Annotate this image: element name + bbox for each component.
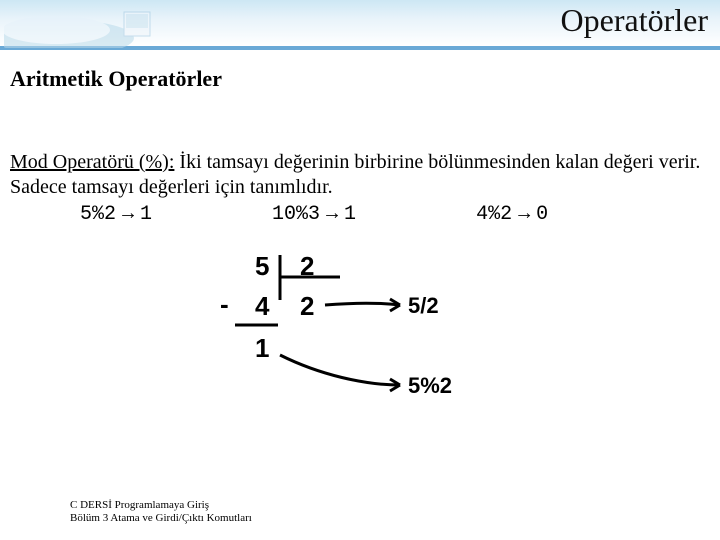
product-under: 4 (255, 291, 270, 321)
example-rhs: 1 (140, 203, 152, 226)
example-3: 4%2 → 0 (476, 202, 548, 226)
remainder: 1 (255, 333, 269, 363)
slide: Operatörler Aritmetik Operatörler Mod Op… (0, 0, 720, 540)
footer-line-2: Bölüm 3 Atama ve Girdi/Çıktı Komutları (70, 512, 252, 526)
section-subtitle: Aritmetik Operatörler (10, 66, 222, 92)
quotient-label: 5/2 (408, 293, 439, 318)
example-2: 10%3 → 1 (272, 202, 356, 226)
long-division-diagram: 5 2 - 4 1 2 5/2 5%2 (190, 245, 530, 420)
example-1: 5%2 → 1 (80, 202, 152, 226)
example-rhs: 0 (536, 203, 548, 226)
header-decorative-graphic (4, 4, 204, 48)
dividend: 5 (255, 251, 269, 281)
example-rhs: 1 (344, 203, 356, 226)
arrow-icon: → (118, 202, 138, 225)
example-lhs: 4%2 (476, 203, 512, 226)
quotient: 2 (300, 291, 314, 321)
example-lhs: 5%2 (80, 203, 116, 226)
page-title: Operatörler (561, 2, 708, 39)
term-heading: Mod Operatörü (%): (10, 151, 174, 173)
remainder-label: 5%2 (408, 373, 452, 398)
arrow-icon: → (514, 202, 534, 225)
body-paragraph: Mod Operatörü (%): İki tamsayı değerinin… (10, 150, 706, 200)
footer: C DERSİ Programlamaya Giriş Bölüm 3 Atam… (70, 499, 252, 527)
footer-line-1: C DERSİ Programlamaya Giriş (70, 499, 252, 513)
minus-sign: - (220, 289, 229, 319)
examples-row: 5%2 → 1 10%3 → 1 4%2 → 0 (10, 202, 706, 226)
arrow-icon: → (322, 202, 342, 225)
example-lhs: 10%3 (272, 203, 320, 226)
divisor: 2 (300, 251, 314, 281)
